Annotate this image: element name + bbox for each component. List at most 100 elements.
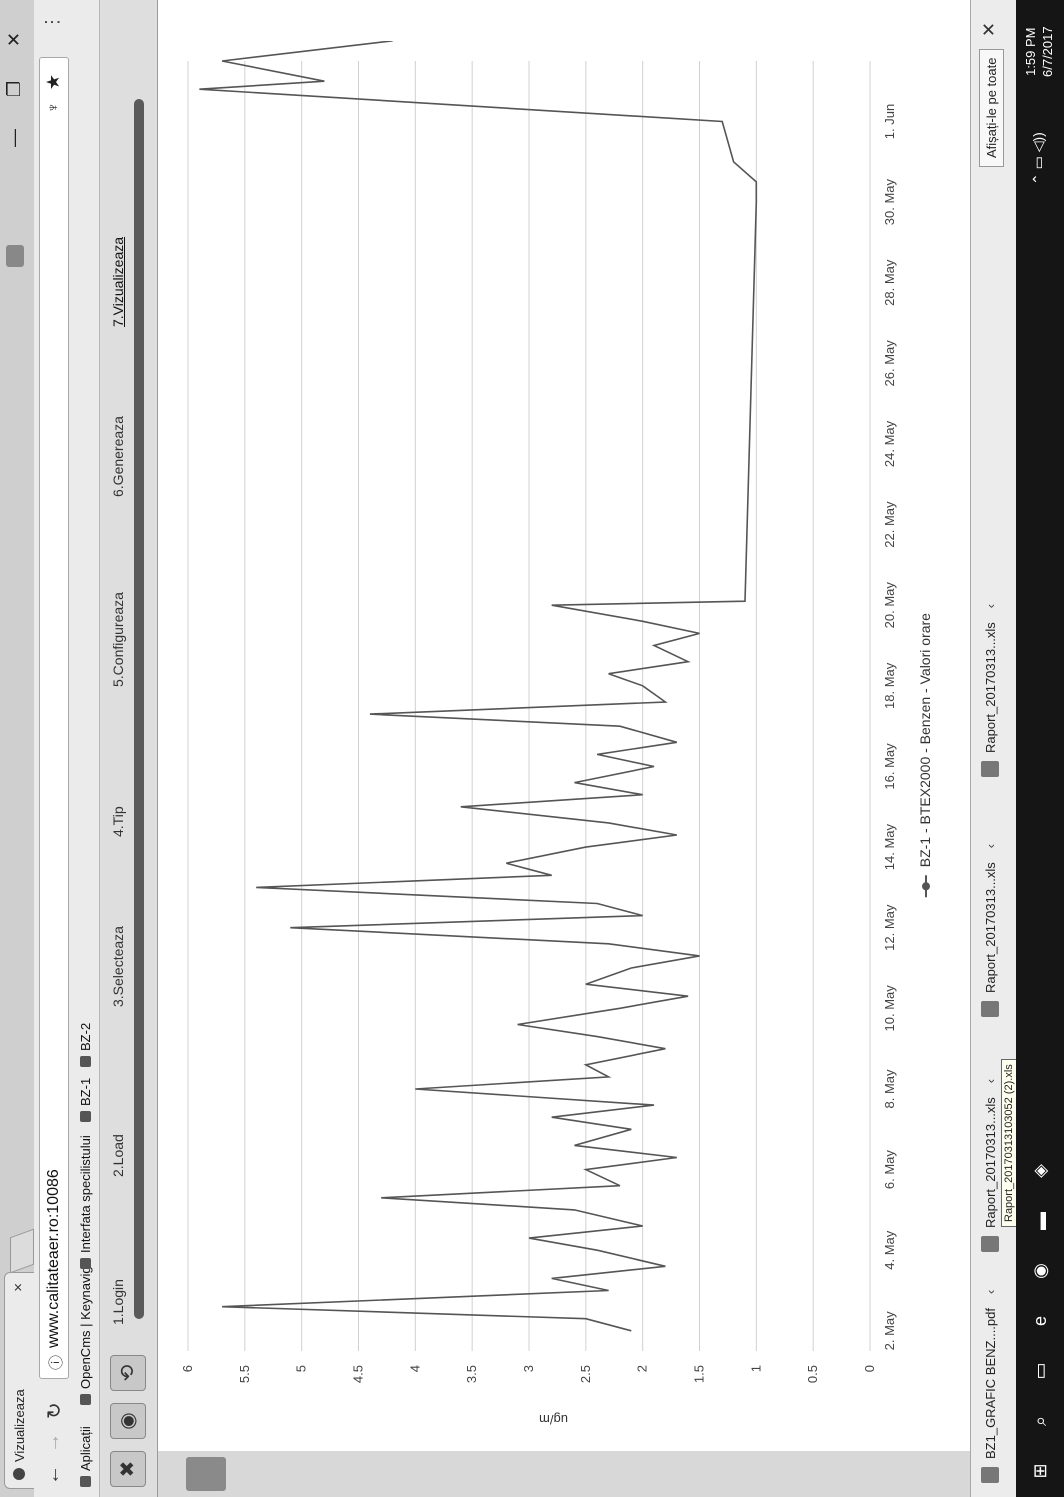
- x-tick-label: 30. May: [882, 178, 897, 225]
- download-tooltip: Raport_20170313103052 (2).xls: [1001, 1059, 1017, 1227]
- y-tick-label: 0.5: [805, 1365, 820, 1383]
- benzen-chart: 0 0.5 1 1.5 2 2.5 3 3.5 4 4.5 5 5.5 6 2. May 4. May 6. …: [158, 41, 970, 1441]
- download-filename: Raport_20170313...xls: [983, 862, 998, 993]
- clock-time: 1:59 PM: [1023, 27, 1038, 76]
- wizard-toolbar: ✖ ◉ ⟲ 1.Login 2.Load 3.Selecteaza 4.Tip 5.Co…: [100, 0, 158, 1497]
- x-tick-label: 16. May: [882, 743, 897, 790]
- wizard-step-1[interactable]: 1.Login: [110, 1279, 126, 1325]
- y-tick-label: 4: [407, 1365, 422, 1372]
- wizard-step-6[interactable]: 6.Genereaza: [110, 416, 126, 497]
- bookmark-label: BZ-2: [78, 1022, 93, 1051]
- extension-icon[interactable]: ♆: [45, 102, 62, 114]
- wizard-step-5[interactable]: 5.Configureaza: [110, 592, 126, 687]
- bookmark-label: Aplicații: [78, 1426, 93, 1471]
- chevron-icon[interactable]: ‹: [983, 1078, 998, 1084]
- chevron-icon[interactable]: ‹: [983, 843, 998, 849]
- page-favicon-icon: [13, 1468, 25, 1480]
- download-item[interactable]: Raport_20170313...xls ‹: [981, 844, 1009, 1017]
- app-icon[interactable]: ◈: [1030, 1164, 1050, 1178]
- y-tick-label: 0: [862, 1365, 877, 1372]
- x-tick-label: 24. May: [882, 420, 897, 467]
- bookmark-bz2[interactable]: BZ-2: [78, 1023, 93, 1067]
- edge-icon[interactable]: e: [1030, 1316, 1050, 1327]
- bookmarks-bar: Aplicații OpenCms | Keynavig Interfata s…: [72, 0, 100, 1497]
- legend-marker: [922, 882, 930, 891]
- bookmark-star-icon[interactable]: ★: [43, 74, 63, 91]
- download-item[interactable]: BZ1_GRAFIC BENZ....pdf ‹: [981, 1290, 1009, 1483]
- wizard-step-2[interactable]: 2.Load: [110, 1134, 126, 1177]
- x-tick-label: 1. Jun: [882, 104, 897, 139]
- bookmark-label: Interfata specilistului: [78, 1135, 93, 1253]
- bookmark-label: OpenCms | Keynavig: [78, 1266, 93, 1389]
- wizard-step-4[interactable]: 4.Tip: [110, 806, 126, 837]
- browser-menu-icon[interactable]: ⋮: [42, 13, 62, 31]
- site-info-icon[interactable]: ⓘ: [48, 1354, 65, 1370]
- y-axis-label: ug/m: [539, 1412, 568, 1427]
- show-all-downloads-button[interactable]: Afișați-le pe toate: [979, 48, 1004, 167]
- maximize-icon[interactable]: ❐: [4, 80, 24, 97]
- wizard-close-button[interactable]: ✖: [110, 1451, 146, 1487]
- wizard-step-3[interactable]: 3.Selecteaza: [110, 926, 126, 1007]
- x-tick-label: 14. May: [882, 823, 897, 870]
- excel-file-icon: [981, 761, 999, 777]
- y-tick-label: 3: [521, 1365, 536, 1372]
- download-filename: Raport_20170313...xls: [983, 1097, 998, 1228]
- search-icon[interactable]: ⌕: [1030, 1415, 1050, 1427]
- wizard-refresh-button[interactable]: ⟲: [110, 1355, 146, 1391]
- sidebar-toggle-button[interactable]: [186, 1457, 226, 1491]
- main-content: 0 0.5 1 1.5 2 2.5 3 3.5 4 4.5 5 5.5 6 2. May 4. May 6. …: [158, 0, 970, 1497]
- taskbar-clock[interactable]: 1:59 PM 6/7/2017: [1022, 26, 1056, 77]
- profile-icon[interactable]: [6, 245, 24, 267]
- chevron-icon[interactable]: ‹: [983, 1289, 998, 1294]
- chart-svg: 0 0.5 1 1.5 2 2.5 3 3.5 4 4.5 5 5.5 6 2. May 4. May 6. …: [180, 41, 933, 1383]
- bookmark-interfata[interactable]: Interfata specilistului: [78, 1135, 93, 1269]
- chevron-icon[interactable]: ‹: [983, 603, 998, 609]
- bookmark-opencms[interactable]: OpenCms | Keynavig: [78, 1266, 93, 1405]
- x-tick-label: 18. May: [882, 662, 897, 709]
- y-tick-label: 2.5: [578, 1365, 593, 1383]
- page-icon: [80, 1394, 91, 1405]
- bookmark-bz1[interactable]: BZ-1: [78, 1078, 93, 1122]
- tab-bar: Vizualizeaza × — ❐ ✕: [0, 0, 35, 1497]
- file-explorer-icon[interactable]: ▬: [1030, 1212, 1050, 1230]
- wizard-home-button[interactable]: ◉: [110, 1403, 146, 1439]
- tab-title: Vizualizeaza: [12, 1389, 27, 1462]
- x-tick-label: 28. May: [882, 259, 897, 306]
- windows-taskbar: ⊞ ⌕ ▭ e ◉ ▬ ◈ ⌃ ▭ ◁)) 1:59 PM 6/7/2017: [1016, 0, 1064, 1497]
- reload-icon[interactable]: ↻: [44, 1402, 66, 1419]
- bookmark-apps[interactable]: Aplicații: [78, 1426, 93, 1487]
- chrome-icon[interactable]: ◉: [1030, 1263, 1050, 1279]
- x-tick-label: 6. May: [882, 1150, 897, 1190]
- forward-arrow-icon[interactable]: →: [42, 1433, 64, 1453]
- x-tick-label: 20. May: [882, 582, 897, 629]
- chart-icon: [80, 1056, 91, 1067]
- windows-start-icon[interactable]: ⊞: [1030, 1463, 1050, 1479]
- x-tick-label: 10. May: [882, 985, 897, 1032]
- clock-date: 6/7/2017: [1040, 26, 1055, 77]
- new-tab-button[interactable]: [10, 1228, 34, 1274]
- system-tray[interactable]: ⌃ ▭ ◁)): [1030, 132, 1046, 185]
- window-close-icon[interactable]: ✕: [4, 31, 24, 47]
- y-tick-label: 3.5: [464, 1365, 479, 1383]
- excel-file-icon: [981, 1236, 999, 1252]
- y-tick-label: 5.5: [237, 1365, 252, 1383]
- minimize-icon[interactable]: —: [4, 129, 24, 147]
- excel-file-icon: [981, 1001, 999, 1017]
- close-downloads-icon[interactable]: ✕: [979, 21, 999, 37]
- download-filename: BZ1_GRAFIC BENZ....pdf: [983, 1308, 998, 1459]
- close-tab-icon[interactable]: ×: [10, 1283, 27, 1292]
- data-series-line: [199, 41, 758, 1332]
- pdf-file-icon: [981, 1467, 999, 1483]
- address-bar[interactable]: ⓘ www.calitateaer.ro:10086 ♆ ★: [39, 57, 69, 1379]
- browser-tab[interactable]: Vizualizeaza ×: [4, 1272, 35, 1489]
- wizard-step-7[interactable]: 7.Vizualizeaza: [110, 236, 126, 327]
- wizard-progress-fill: [134, 99, 144, 1319]
- task-view-icon[interactable]: ▭: [1030, 1362, 1050, 1380]
- x-tick-label: 26. May: [882, 340, 897, 387]
- url-text: www.calitateaer.ro:10086: [45, 1169, 62, 1348]
- download-item[interactable]: Raport_20170313...xls ‹: [981, 604, 1009, 777]
- download-filename: Raport_20170313...xls: [983, 622, 998, 753]
- back-arrow-icon[interactable]: ←: [42, 1465, 64, 1485]
